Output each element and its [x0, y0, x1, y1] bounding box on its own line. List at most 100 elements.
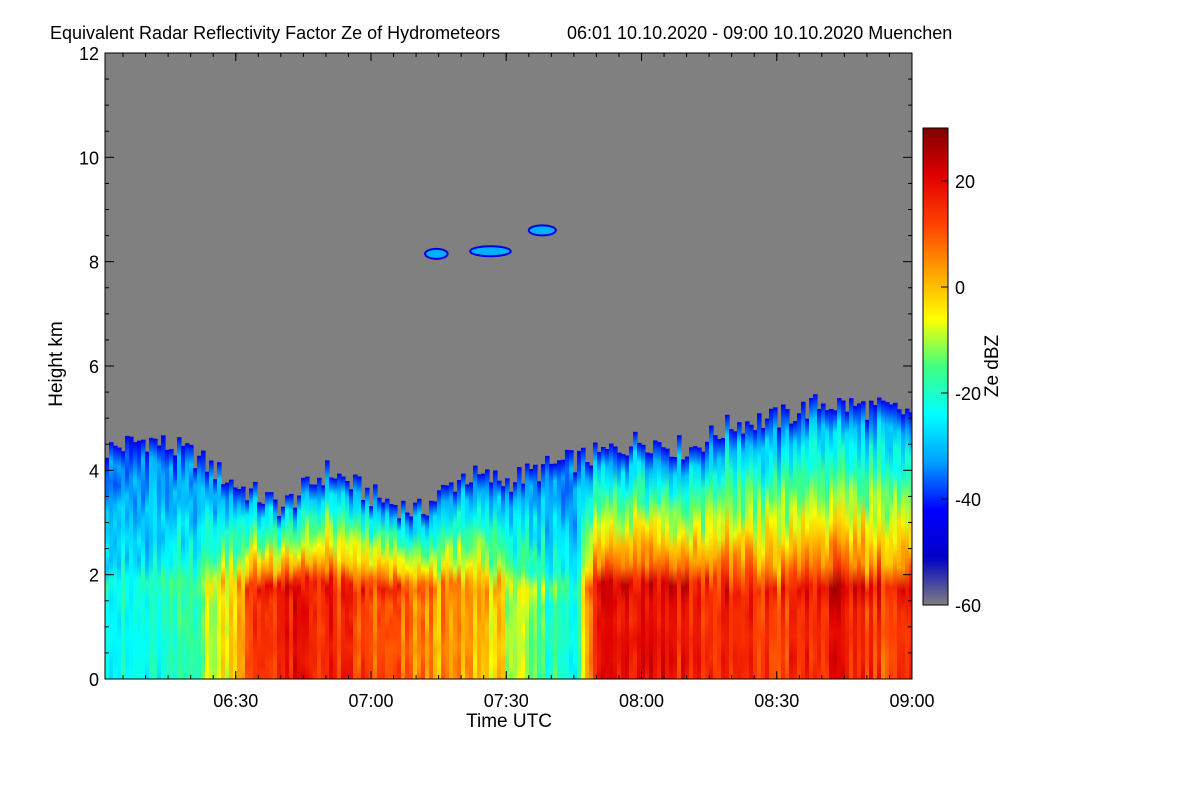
reflectivity-column [733, 431, 738, 679]
reflectivity-column [517, 467, 522, 679]
reflectivity-column [901, 414, 906, 679]
reflectivity-column [741, 433, 746, 679]
reflectivity-column [589, 465, 594, 679]
reflectivity-column [373, 484, 378, 679]
upper-cloud-patch [469, 245, 512, 258]
reflectivity-column [465, 484, 470, 679]
reflectivity-column [381, 502, 386, 679]
reflectivity-column [221, 484, 226, 679]
reflectivity-column [785, 409, 790, 679]
reflectivity-column [377, 497, 382, 679]
reflectivity-column [337, 473, 342, 679]
chart-title: Equivalent Radar Reflectivity Factor Ze … [50, 23, 500, 43]
reflectivity-column [693, 446, 698, 679]
reflectivity-column [281, 506, 286, 679]
reflectivity-column [553, 463, 558, 679]
reflectivity-column [753, 430, 758, 679]
reflectivity-column [361, 500, 366, 679]
reflectivity-column [113, 445, 118, 679]
reflectivity-column [265, 492, 270, 679]
reflectivity-column [349, 489, 354, 679]
colorbar: 20 0 -20 -40 -60 Ze dBZ [922, 127, 1003, 616]
colorbar-tick-label: 20 [955, 172, 975, 192]
reflectivity-column [593, 442, 598, 679]
reflectivity-column [853, 405, 858, 679]
reflectivity-column [609, 443, 614, 679]
reflectivity-column [245, 500, 250, 679]
reflectivity-column [597, 452, 602, 679]
upper-cloud-patch [527, 224, 557, 237]
reflectivity-column [461, 473, 466, 679]
reflectivity-column [521, 483, 526, 679]
reflectivity-column [449, 482, 454, 679]
reflectivity-column [325, 460, 330, 679]
reflectivity-column [393, 504, 398, 679]
colorbar-tick-label: -40 [955, 490, 981, 510]
y-axis: 0 2 4 6 8 10 12 [79, 44, 912, 690]
reflectivity-column [473, 465, 478, 679]
y-tick-label: 6 [89, 357, 99, 377]
y-tick-label: 12 [79, 44, 99, 64]
reflectivity-column [897, 409, 902, 679]
reflectivity-column [301, 477, 306, 679]
reflectivity-column [869, 400, 874, 679]
plot-area [105, 53, 912, 679]
reflectivity-column [725, 414, 730, 679]
reflectivity-column [777, 427, 782, 679]
reflectivity-column [117, 447, 122, 679]
reflectivity-column [213, 479, 218, 679]
reflectivity-column [681, 459, 686, 679]
x-tick-label: 07:00 [348, 691, 393, 711]
reflectivity-column [357, 476, 362, 679]
reflectivity-column [813, 394, 818, 679]
x-tick-label: 06:30 [213, 691, 258, 711]
x-axis: 06:30 07:00 07:30 08:00 08:30 09:00 [122, 53, 935, 711]
reflectivity-column [617, 452, 622, 679]
reflectivity-column [241, 486, 246, 679]
reflectivity-column [689, 447, 694, 679]
reflectivity-column [569, 450, 574, 679]
x-tick-label: 08:00 [619, 691, 664, 711]
reflectivity-column [441, 484, 446, 679]
reflectivity-column [789, 423, 794, 679]
reflectivity-column [773, 407, 778, 679]
reflectivity-column [389, 504, 394, 679]
reflectivity-column [673, 457, 678, 679]
reflectivity-column [577, 450, 582, 679]
reflectivity-column [549, 463, 554, 679]
reflectivity-column [201, 450, 206, 679]
reflectivity-column [657, 442, 662, 679]
reflectivity-column [909, 412, 912, 679]
reflectivity-column [797, 413, 802, 679]
y-axis-label: Height km [46, 321, 67, 407]
reflectivity-column [457, 480, 462, 679]
reflectivity-column [129, 436, 134, 679]
reflectivity-column [405, 512, 410, 679]
reflectivity-column [497, 480, 502, 679]
reflectivity-column [805, 418, 810, 679]
y-tick-label: 4 [89, 461, 99, 481]
reflectivity-column [217, 462, 222, 679]
y-tick-label: 10 [79, 148, 99, 168]
reflectivity-column [397, 518, 402, 679]
reflectivity-column [793, 421, 798, 679]
reflectivity-column [305, 476, 310, 679]
reflectivity-column [237, 489, 242, 679]
reflectivity-column [861, 401, 866, 679]
reflectivity-column [849, 398, 854, 679]
colorbar-label: Ze dBZ [982, 334, 1003, 397]
reflectivity-column [641, 444, 646, 679]
reflectivity-column [165, 449, 170, 679]
reflectivity-column [545, 455, 550, 679]
reflectivity-column [621, 454, 626, 679]
reflectivity-column [493, 470, 498, 679]
reflectivity-column [469, 482, 474, 679]
reflectivity-column [177, 437, 182, 679]
reflectivity-column [345, 481, 350, 679]
x-tick-label: 07:30 [484, 691, 529, 711]
reflectivity-column [529, 468, 534, 679]
reflectivity-column [781, 404, 786, 679]
reflectivity-column [157, 445, 162, 679]
reflectivity-column [525, 463, 530, 679]
reflectivity-column [309, 484, 314, 679]
